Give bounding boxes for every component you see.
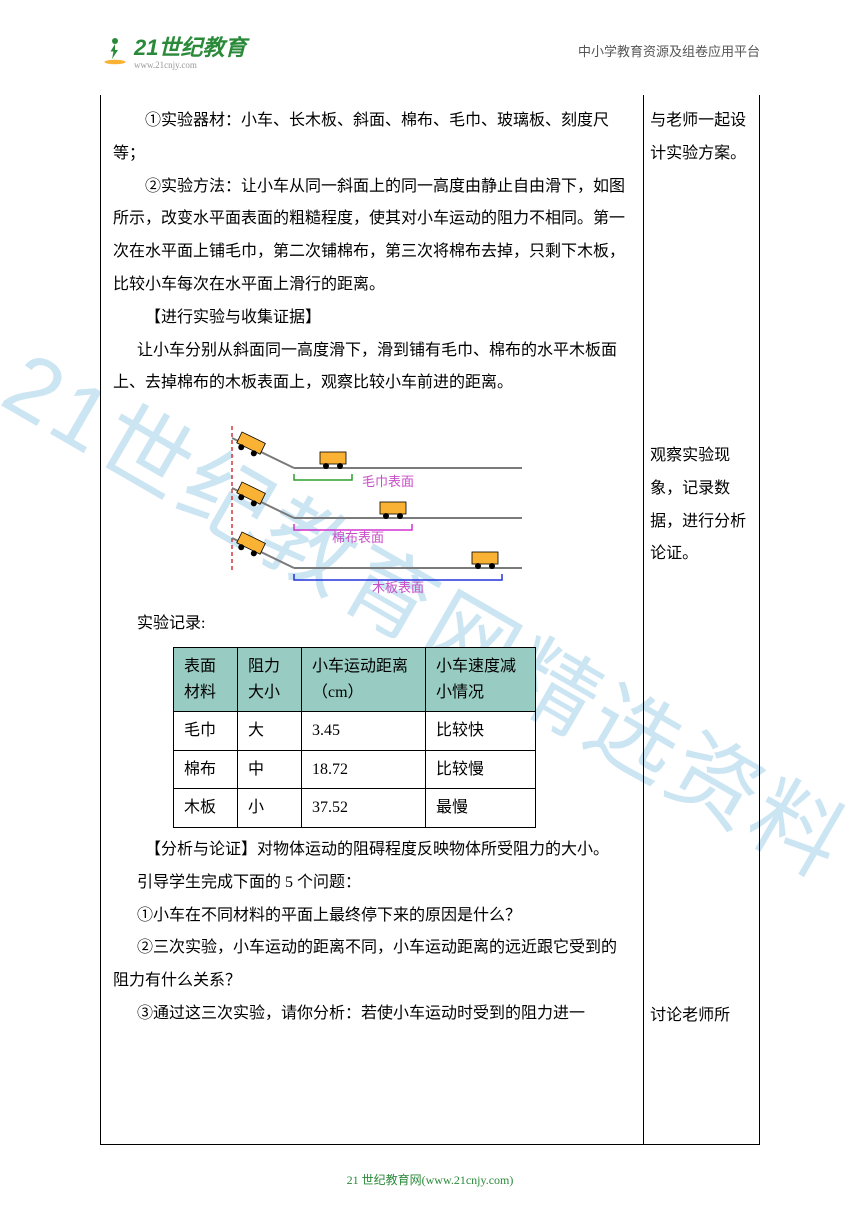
paragraph: 【分析与论证】对物体运动的阻碍程度反映物体所受阻力的大小。 [113,834,631,867]
logo-runner-icon [100,35,130,65]
table-cell: 比较快 [426,712,536,751]
header-subtitle: 中小学教育资源及组卷应用平台 [578,41,760,60]
page-header: 21世纪教育 www.21cnjy.com 中小学教育资源及组卷应用平台 [100,30,760,70]
ramp-diagram-svg: 毛巾表面 棉布表面 [202,418,542,598]
main-column: ①实验器材：小车、长木板、斜面、棉布、毛巾、玻璃板、刻度尺等； ②实验方法：让小… [101,95,644,1144]
page-footer: 21 世纪教育网(www.21cnjy.com) [0,1171,860,1188]
diagram-label-3: 木板表面 [372,580,424,595]
experiment-data-table: 表面材料 阻力大小 小车运动距离（cm） 小车速度减小情况 毛巾 大 3.45 … [173,647,536,828]
side-column: 与老师一起设计实验方案。 观察实验现象，记录数据，进行分析论证。 讨论老师所 [644,95,759,1144]
paragraph: 引导学生完成下面的 5 个问题： [113,867,631,900]
table-caption: 实验记录: [113,608,631,641]
content-frame: ①实验器材：小车、长木板、斜面、棉布、毛巾、玻璃板、刻度尺等； ②实验方法：让小… [100,95,760,1145]
table-header-row: 表面材料 阻力大小 小车运动距离（cm） 小车速度减小情况 [174,647,536,711]
table-cell: 18.72 [302,750,426,789]
table-cell: 小 [238,789,302,828]
side-note: 与老师一起设计实验方案。 [650,105,753,440]
table-row: 毛巾 大 3.45 比较快 [174,712,536,751]
experiment-diagram: 毛巾表面 棉布表面 [113,418,631,598]
table-row: 棉布 中 18.72 比较慢 [174,750,536,789]
paragraph: ②实验方法：让小车从同一斜面上的同一高度由静止自由滑下，如图所示，改变水平面表面… [113,171,631,302]
side-note: 观察实验现象，记录数据，进行分析论证。 [650,440,753,1000]
table-header: 表面材料 [174,647,238,711]
paragraph: ②三次实验，小车运动的距离不同，小车运动距离的远近跟它受到的阻力有什么关系？ [113,932,631,998]
diagram-label-2: 棉布表面 [332,530,384,545]
logo-text: 21世纪教育 [134,30,246,62]
table-row: 木板 小 37.52 最慢 [174,789,536,828]
table-header: 阻力大小 [238,647,302,711]
table-cell: 37.52 [302,789,426,828]
paragraph: ③通过这三次实验，请你分析：若使小车运动时受到的阻力进一 [113,998,631,1031]
table-header: 小车速度减小情况 [426,647,536,711]
table-header: 小车运动距离（cm） [302,647,426,711]
section-heading: 【进行实验与收集证据】 [113,302,631,335]
table-cell: 比较慢 [426,750,536,789]
paragraph: ①实验器材：小车、长木板、斜面、棉布、毛巾、玻璃板、刻度尺等； [113,105,631,171]
table-cell: 中 [238,750,302,789]
table-cell: 毛巾 [174,712,238,751]
logo: 21世纪教育 www.21cnjy.com [100,30,246,70]
table-cell: 3.45 [302,712,426,751]
table-cell: 最慢 [426,789,536,828]
paragraph: 让小车分别从斜面同一高度滑下，滑到铺有毛巾、棉布的水平木板面上、去掉棉布的木板表… [113,335,631,401]
table-cell: 大 [238,712,302,751]
table-cell: 棉布 [174,750,238,789]
paragraph: ①小车在不同材料的平面上最终停下来的原因是什么？ [113,900,631,933]
diagram-label-1: 毛巾表面 [362,474,414,489]
table-cell: 木板 [174,789,238,828]
side-note: 讨论老师所 [650,1000,753,1033]
